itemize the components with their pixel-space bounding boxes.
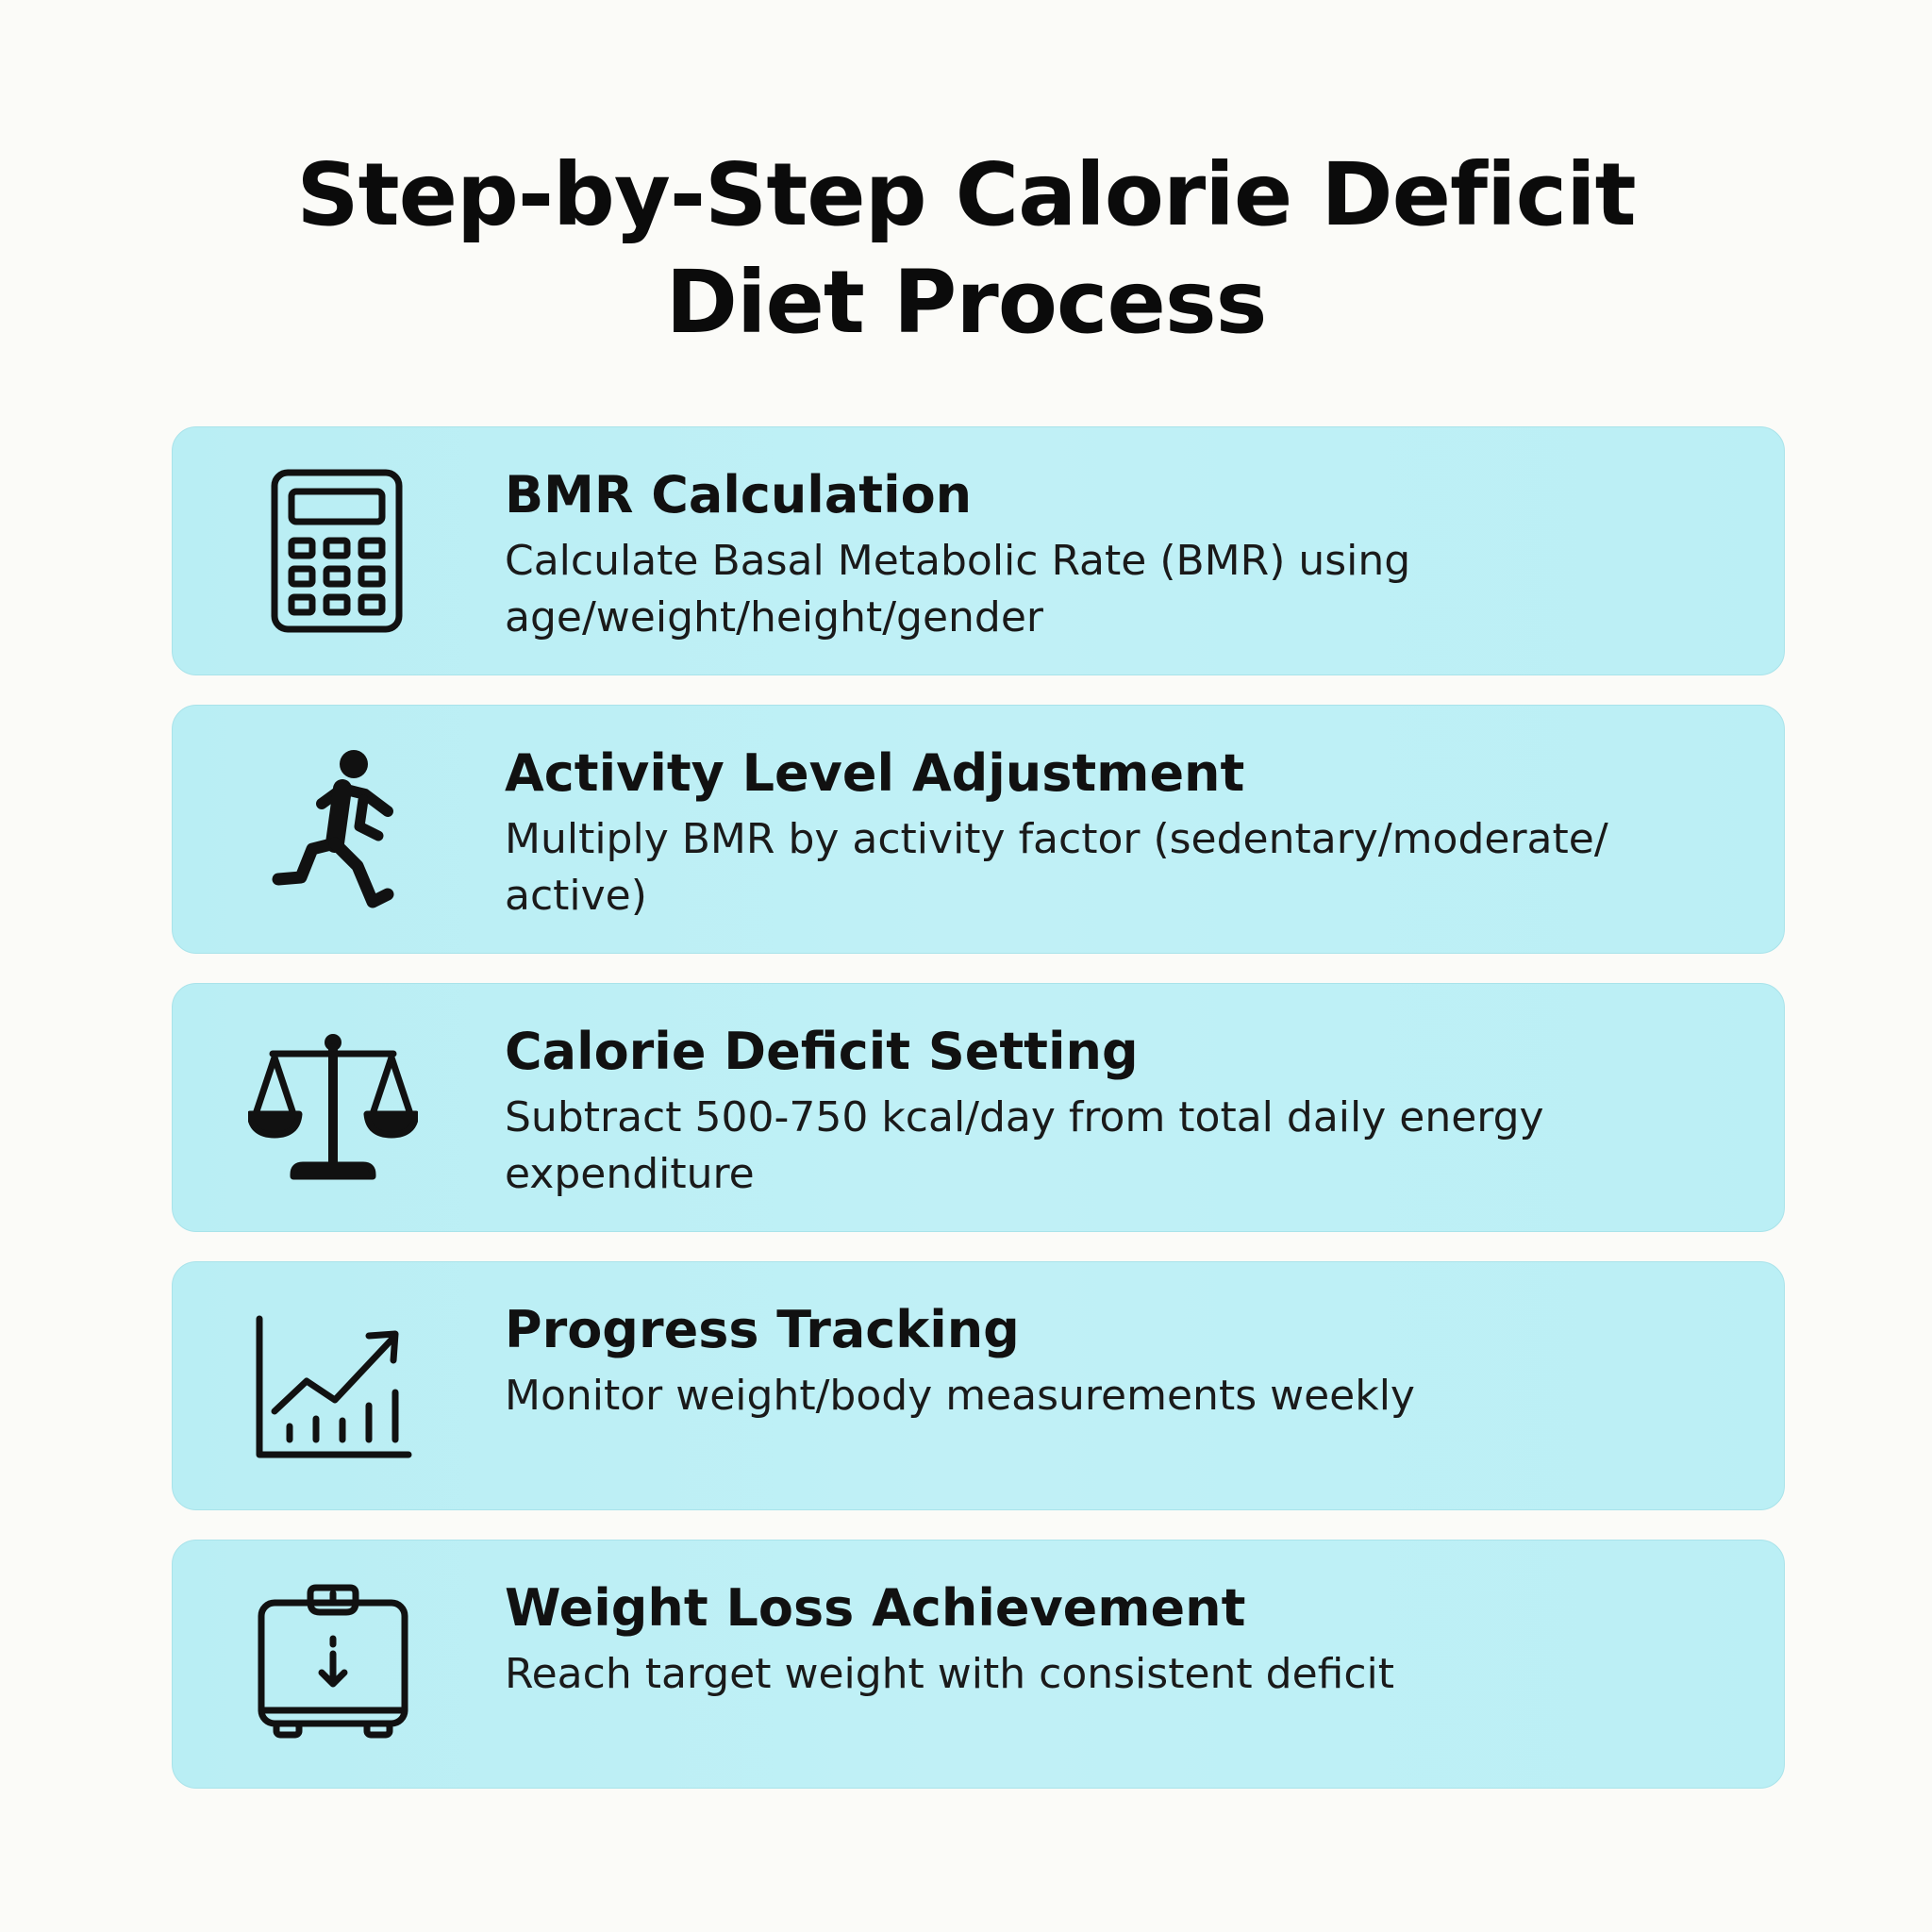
trend-chart-icon xyxy=(248,1302,418,1472)
step-title: Weight Loss Achievement xyxy=(505,1578,1246,1638)
step-text: Weight Loss Achievement Reach target wei… xyxy=(505,1571,1750,1703)
step-title: Activity Level Adjustment xyxy=(505,743,1245,803)
step-title: Progress Tracking xyxy=(505,1300,1020,1359)
running-person-icon xyxy=(248,745,418,915)
step-title: Calorie Deficit Setting xyxy=(505,1022,1139,1081)
step-card-bmr-calculation: BMR Calculation Calculate Basal Metaboli… xyxy=(172,426,1785,675)
step-card-calorie-deficit-setting: Calorie Deficit Setting Subtract 500-750… xyxy=(172,983,1785,1232)
balance-scale-icon xyxy=(248,1024,418,1193)
step-text: Calorie Deficit Setting Subtract 500-750… xyxy=(505,1014,1750,1203)
step-description: Reach target weight with consistent defi… xyxy=(505,1650,1395,1698)
step-title: BMR Calculation xyxy=(505,465,973,525)
step-description: Calculate Basal Metabolic Rate (BMR) usi… xyxy=(505,537,1411,641)
calculator-icon xyxy=(248,467,418,637)
page-title-line-1: Step-by-Step Calorie Deficit xyxy=(296,144,1636,245)
step-text: Activity Level Adjustment Multiply BMR b… xyxy=(505,736,1750,924)
bathroom-scale-icon xyxy=(248,1580,418,1750)
step-card-activity-level-adjustment: Activity Level Adjustment Multiply BMR b… xyxy=(172,705,1785,954)
page-title: Step-by-Step Calorie Deficit Diet Proces… xyxy=(0,142,1932,357)
step-card-progress-tracking: Progress Tracking Monitor weight/body me… xyxy=(172,1261,1785,1510)
step-description: Monitor weight/body measurements weekly xyxy=(505,1372,1415,1420)
step-text: BMR Calculation Calculate Basal Metaboli… xyxy=(505,458,1750,646)
step-text: Progress Tracking Monitor weight/body me… xyxy=(505,1292,1750,1424)
steps-list: BMR Calculation Calculate Basal Metaboli… xyxy=(172,426,1785,1818)
step-description: Multiply BMR by activity factor (sedenta… xyxy=(505,815,1608,920)
step-card-weight-loss-achievement: Weight Loss Achievement Reach target wei… xyxy=(172,1540,1785,1789)
step-description: Subtract 500-750 kcal/day from total dai… xyxy=(505,1093,1544,1198)
page-title-line-2: Diet Process xyxy=(665,252,1268,353)
